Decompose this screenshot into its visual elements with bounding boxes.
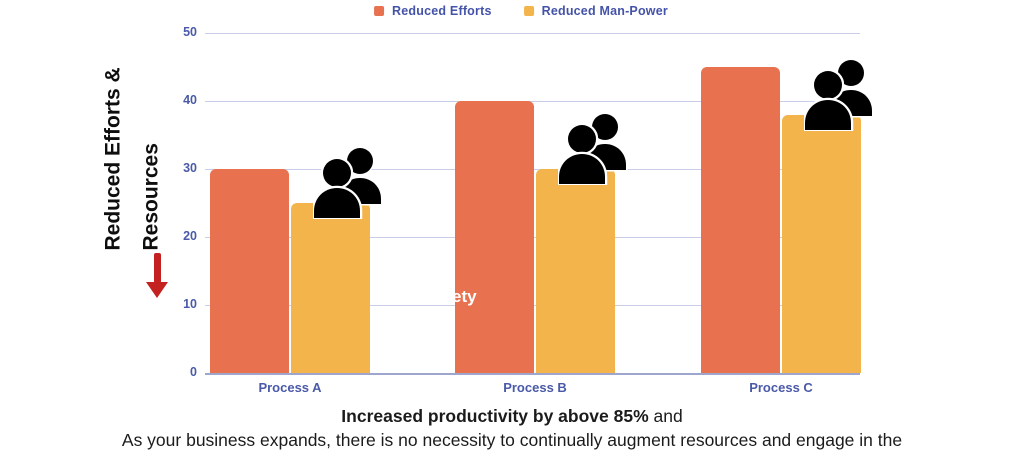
y-tick-label-40: 40 xyxy=(183,93,197,107)
x-category-label-process-a: Process A xyxy=(258,380,322,395)
legend-item-reduced-man-power: Reduced Man-Power xyxy=(523,4,668,18)
y-tick-label-50: 50 xyxy=(183,25,197,39)
x-axis-line xyxy=(205,373,860,375)
caption-line2: As your business expands, there is no ne… xyxy=(121,430,903,450)
legend-swatch-reduced-man-power-icon xyxy=(523,6,534,16)
gridline-40 xyxy=(205,101,860,102)
y-tick-label-20: 20 xyxy=(183,229,197,243)
bar-process-c-reduced-man-power xyxy=(782,114,861,373)
y-tick-label-0: 0 xyxy=(190,365,197,379)
legend-label-reduced-efforts: Reduced Efforts xyxy=(392,4,492,18)
arrow-stem xyxy=(153,253,161,283)
people-icon xyxy=(802,58,874,136)
gridline-50 xyxy=(205,33,860,34)
people-icon xyxy=(556,112,628,190)
arrow-head xyxy=(146,282,168,298)
legend-item-reduced-efforts: Reduced Efforts xyxy=(374,4,492,18)
x-category-label-process-c: Process C xyxy=(749,380,813,395)
y-tick-label-30: 30 xyxy=(183,161,197,175)
chart-legend: Reduced Efforts Reduced Man-Power xyxy=(374,4,668,18)
legend-swatch-reduced-efforts-icon xyxy=(374,6,385,16)
bar-process-a-reduced-efforts xyxy=(210,169,289,373)
bar-process-b-reduced-man-power xyxy=(536,169,615,373)
people-icon xyxy=(311,146,383,224)
y-tick-label-10: 10 xyxy=(183,297,197,311)
caption: Increased productivity by above 85% and … xyxy=(0,404,1024,452)
caption-line1: Increased productivity by above 85% and xyxy=(0,404,1024,429)
bar-process-b-reduced-efforts xyxy=(455,101,534,373)
caption-line1-regular: and xyxy=(648,406,683,426)
caption-line1-bold: Increased productivity by above 85% xyxy=(341,406,649,426)
watermark-text: ety xyxy=(452,287,477,306)
bar-process-c-reduced-efforts xyxy=(701,67,780,373)
x-category-label-process-b: Process B xyxy=(503,380,567,395)
legend-label-reduced-man-power: Reduced Man-Power xyxy=(541,4,668,18)
bar-process-a-reduced-man-power xyxy=(291,203,370,373)
red-down-arrow-icon xyxy=(146,253,168,299)
